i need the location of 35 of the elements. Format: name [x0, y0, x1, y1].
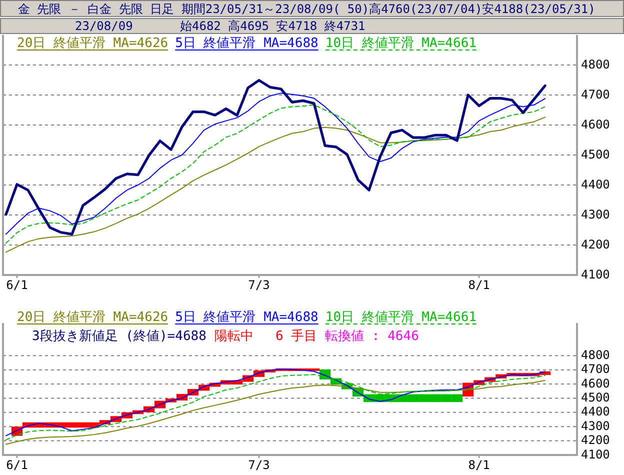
y-tick-label: 4500 — [581, 147, 610, 162]
text: 10日 終値平滑 MA=4661 — [325, 36, 476, 51]
y-tick-label: 4100 — [581, 267, 610, 282]
x-tick-label: 6/1 — [6, 278, 28, 292]
chart-title: 金 先限 － 白金 先限 日足 期間23/05/31～23/08/09( 50)高4760(23/07/04)安4188(23/05/31) — [18, 2, 596, 16]
x-tick-label: 7/3 — [248, 458, 270, 472]
y-tick-label: 4400 — [581, 404, 610, 419]
text: 10日 終値平滑 MA=4661 — [325, 310, 476, 325]
text: 20日 終値平滑 MA=4626 — [17, 36, 168, 51]
y-tick-label: 4700 — [581, 87, 610, 102]
y-tick-label: 4300 — [581, 207, 610, 222]
y-tick-label: 4400 — [581, 177, 610, 192]
y-tick-label: 4700 — [581, 362, 610, 376]
y-tick-label: 4300 — [581, 418, 610, 433]
y-tick-label: 4600 — [581, 376, 610, 390]
y-tick-label: 4800 — [581, 348, 610, 362]
x-tick-label: 8/1 — [468, 458, 490, 472]
x-tick-label: 7/3 — [248, 278, 270, 292]
chart-subtitle: 23/08/09 — [75, 19, 133, 33]
y-tick-label: 4100 — [581, 447, 610, 462]
annotation: 陽転中 — [214, 329, 254, 344]
text: 5日 終値平滑 MA=4688 — [175, 36, 318, 51]
y-tick-label: 4200 — [581, 433, 610, 448]
annotation: 3段抜き新値足 (終値)=4688 — [32, 329, 206, 344]
annotation: 転換値 : 4646 — [325, 329, 419, 344]
text: 20日 終値平滑 MA=4626 — [17, 310, 168, 325]
y-tick-label: 4200 — [581, 237, 610, 252]
text: 5日 終値平滑 MA=4688 — [175, 310, 318, 325]
y-tick-label: 4600 — [581, 117, 610, 132]
y-tick-label: 4800 — [581, 57, 610, 72]
text: 始4682 高4695 安4718 終4731 — [180, 19, 366, 33]
annotation: 6 手目 — [275, 329, 318, 344]
y-tick-label: 4500 — [581, 390, 610, 405]
x-tick-label: 8/1 — [468, 278, 490, 292]
x-tick-label: 6/1 — [6, 458, 28, 472]
